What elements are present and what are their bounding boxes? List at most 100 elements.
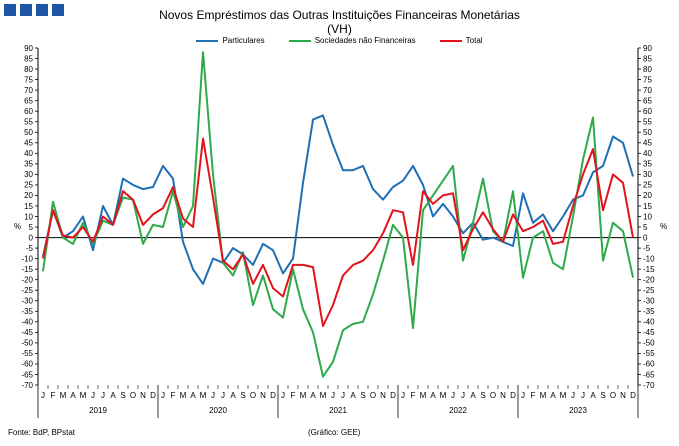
- y-tick-label-right: 55: [643, 118, 652, 127]
- y-tick-label-left: -30: [21, 297, 33, 306]
- x-tick-label-month: A: [350, 391, 356, 400]
- y-axis-title-right: %: [660, 222, 667, 231]
- x-tick-label-month: A: [110, 391, 116, 400]
- x-tick-label-month: J: [221, 391, 225, 400]
- y-tick-label-left: 85: [24, 54, 33, 63]
- x-tick-label-month: M: [180, 391, 187, 400]
- legend-swatch-total: [439, 39, 462, 42]
- x-tick-label-month: J: [341, 391, 345, 400]
- y-tick-label-right: -35: [643, 307, 655, 316]
- x-tick-label-month: A: [430, 391, 436, 400]
- y-tick-label-right: 60: [643, 107, 652, 116]
- y-tick-label-left: -15: [21, 265, 33, 274]
- legend-swatch-sociedades: [288, 39, 311, 42]
- y-tick-label-left: 20: [24, 191, 33, 200]
- y-tick-label-right: 90: [643, 44, 652, 53]
- y-tick-label-left: -20: [21, 275, 33, 284]
- x-tick-label-month: J: [331, 391, 335, 400]
- y-tick-label-left: 65: [24, 96, 33, 105]
- y-tick-label-left: 80: [24, 65, 33, 74]
- x-tick-label-month: N: [500, 391, 506, 400]
- legend-item-particulares: Particulares: [196, 36, 265, 45]
- y-tick-label-left: -55: [21, 349, 33, 358]
- x-tick-label-month: J: [281, 391, 285, 400]
- y-tick-label-left: -60: [21, 360, 33, 369]
- x-tick-label-month: O: [130, 391, 136, 400]
- y-tick-label-left: -10: [21, 254, 33, 263]
- x-tick-label-month: J: [521, 391, 525, 400]
- y-tick-label-left: 75: [24, 75, 33, 84]
- x-tick-label-month: M: [80, 391, 87, 400]
- y-tick-label-right: 45: [643, 139, 652, 148]
- x-tick-label-month: F: [411, 391, 416, 400]
- x-tick-label-year: 2022: [449, 406, 467, 415]
- legend-label-sociedades: Sociedades não Financeiras: [314, 36, 416, 45]
- y-tick-label-left: -65: [21, 370, 33, 379]
- y-tick-label-right: -15: [643, 265, 655, 274]
- x-tick-label-month: F: [531, 391, 536, 400]
- y-tick-label-right: 75: [643, 75, 652, 84]
- x-tick-label-month: J: [101, 391, 105, 400]
- x-tick-label-month: M: [60, 391, 67, 400]
- y-tick-label-right: -10: [643, 254, 655, 263]
- x-tick-label-month: S: [600, 391, 605, 400]
- y-tick-label-right: 85: [643, 54, 652, 63]
- chart-subtitle: (VH): [327, 22, 352, 36]
- y-tick-label-right: 5: [643, 223, 648, 232]
- y-tick-label-left: -5: [26, 244, 34, 253]
- series-line-total: [42, 137, 634, 327]
- x-tick-label-month: N: [620, 391, 626, 400]
- x-tick-label-month: S: [360, 391, 365, 400]
- x-tick-label-month: M: [300, 391, 307, 400]
- x-tick-label-month: O: [370, 391, 376, 400]
- x-tick-label-month: M: [320, 391, 327, 400]
- y-tick-label-left: 60: [24, 107, 33, 116]
- source-note: Fonte: BdP, BPstat: [8, 428, 76, 437]
- x-tick-label-month: J: [211, 391, 215, 400]
- legend-label-particulares: Particulares: [222, 36, 265, 45]
- y-tick-label-right: -5: [643, 244, 651, 253]
- x-tick-label-month: J: [461, 391, 465, 400]
- x-tick-label-year: 2021: [329, 406, 347, 415]
- x-tick-label-month: S: [120, 391, 125, 400]
- x-tick-label-month: F: [171, 391, 176, 400]
- x-tick-label-month: D: [390, 391, 396, 400]
- x-tick-label-month: A: [590, 391, 596, 400]
- y-tick-label-left: 10: [24, 212, 33, 221]
- x-tick-label-month: S: [480, 391, 485, 400]
- x-tick-label-month: J: [581, 391, 585, 400]
- x-tick-label-month: N: [380, 391, 386, 400]
- x-tick-label-month: F: [291, 391, 296, 400]
- y-tick-label-left: 50: [24, 128, 33, 137]
- x-tick-label-month: A: [310, 391, 316, 400]
- x-tick-label-month: D: [150, 391, 156, 400]
- x-tick-label-year: 2023: [569, 406, 587, 415]
- x-tick-label-month: J: [161, 391, 165, 400]
- y-tick-label-right: 25: [643, 181, 652, 190]
- y-tick-label-right: 30: [643, 170, 652, 179]
- x-tick-label-month: M: [440, 391, 447, 400]
- x-tick-label-month: N: [260, 391, 266, 400]
- y-tick-label-right: 20: [643, 191, 652, 200]
- y-tick-label-right: -55: [643, 349, 655, 358]
- y-tick-label-right: 40: [643, 149, 652, 158]
- y-tick-label-right: 70: [643, 86, 652, 95]
- y-tick-label-left: -35: [21, 307, 33, 316]
- y-tick-label-left: -45: [21, 328, 33, 337]
- x-tick-label-month: D: [510, 391, 516, 400]
- x-tick-label-month: O: [250, 391, 256, 400]
- y-tick-label-right: 65: [643, 96, 652, 105]
- y-tick-label-right: 0: [643, 233, 648, 242]
- y-tick-label-right: -20: [643, 275, 655, 284]
- x-tick-label-year: 2019: [89, 406, 107, 415]
- x-tick-label-month: M: [560, 391, 567, 400]
- legend-swatch-particulares: [196, 39, 219, 42]
- x-tick-label-month: D: [630, 391, 636, 400]
- y-tick-label-left: 5: [29, 223, 34, 232]
- logo-block: [52, 4, 64, 16]
- x-tick-label-month: F: [51, 391, 56, 400]
- x-tick-label-month: J: [41, 391, 45, 400]
- y-tick-label-right: -30: [643, 297, 655, 306]
- x-tick-label-month: A: [70, 391, 76, 400]
- x-tick-label-month: J: [91, 391, 95, 400]
